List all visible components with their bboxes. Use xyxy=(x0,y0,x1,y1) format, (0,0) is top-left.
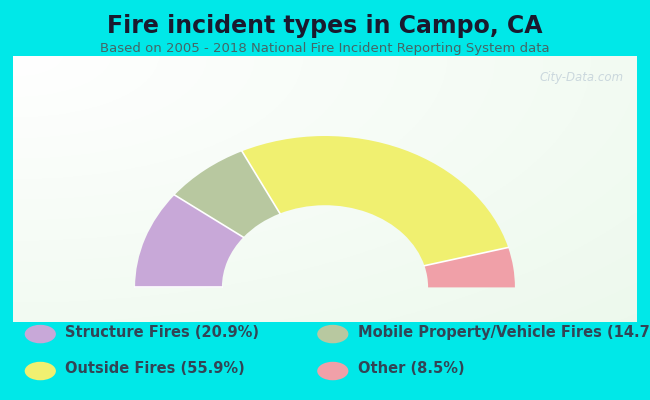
Text: Based on 2005 - 2018 National Fire Incident Reporting System data: Based on 2005 - 2018 National Fire Incid… xyxy=(100,42,550,55)
Text: Mobile Property/Vehicle Fires (14.7%): Mobile Property/Vehicle Fires (14.7%) xyxy=(358,324,650,340)
Ellipse shape xyxy=(25,362,56,380)
Text: Structure Fires (20.9%): Structure Fires (20.9%) xyxy=(65,324,259,340)
Wedge shape xyxy=(242,136,508,266)
Ellipse shape xyxy=(317,325,348,343)
Wedge shape xyxy=(175,151,280,237)
Text: Other (8.5%): Other (8.5%) xyxy=(358,362,464,376)
Text: City-Data.com: City-Data.com xyxy=(540,71,623,84)
Ellipse shape xyxy=(25,325,56,343)
Wedge shape xyxy=(424,248,515,287)
Text: Fire incident types in Campo, CA: Fire incident types in Campo, CA xyxy=(107,14,543,38)
Ellipse shape xyxy=(317,362,348,380)
Text: Outside Fires (55.9%): Outside Fires (55.9%) xyxy=(65,362,245,376)
Wedge shape xyxy=(135,195,243,287)
